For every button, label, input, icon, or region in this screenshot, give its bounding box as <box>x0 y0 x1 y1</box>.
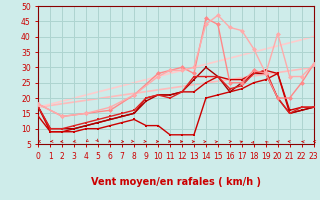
X-axis label: Vent moyen/en rafales ( km/h ): Vent moyen/en rafales ( km/h ) <box>91 177 261 187</box>
